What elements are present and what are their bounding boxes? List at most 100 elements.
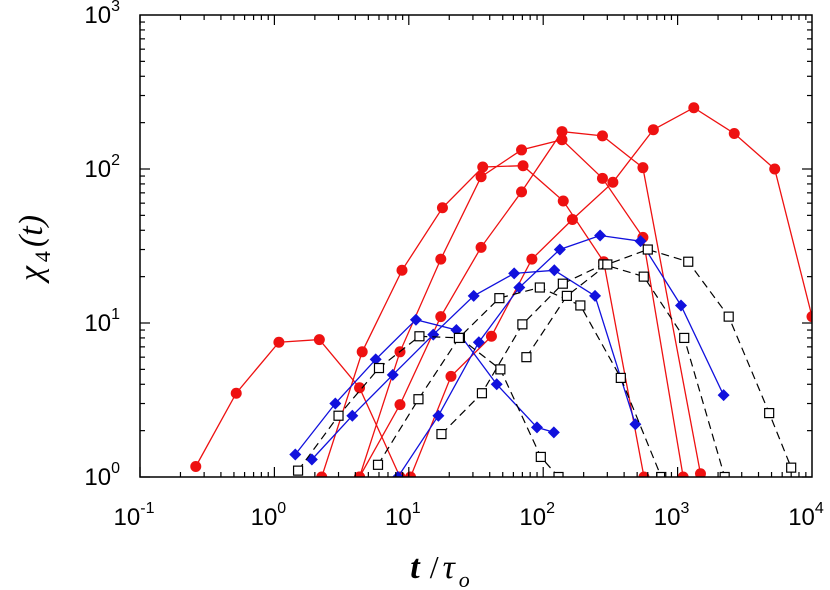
y-tick-label-exp: 1 — [111, 306, 120, 323]
data-point-black-2-5 — [575, 300, 586, 311]
data-point-blue-1-0 — [289, 448, 302, 461]
data-point-blue-3-3 — [513, 281, 526, 294]
series-blue-2 — [305, 264, 642, 466]
data-point-blue-1-2 — [369, 353, 382, 366]
y-axis-title-sub: 4 — [30, 251, 55, 262]
data-point-black-4-7 — [786, 462, 797, 473]
y-tick-label-exp: 0 — [111, 460, 120, 477]
data-point-red-3-2 — [435, 253, 447, 265]
x-tick-label-exp: 2 — [546, 500, 555, 517]
data-point-black-3-3 — [557, 278, 568, 289]
series-layer — [190, 102, 812, 477]
data-point-blue-3-4 — [553, 243, 566, 256]
data-point-black-1-6 — [535, 451, 546, 463]
data-point-black-3-2 — [517, 319, 528, 330]
data-point-black-3-6 — [679, 332, 690, 344]
data-point-blue-1-7 — [547, 426, 560, 439]
data-point-black-2-2 — [453, 332, 465, 344]
data-point-red-4-5 — [556, 126, 568, 138]
data-point-black-2-4 — [534, 282, 545, 293]
data-point-red-1-4 — [354, 382, 366, 394]
data-point-red-5-10 — [806, 311, 812, 323]
data-point-blue-2-5 — [508, 267, 521, 280]
y-tick-label-base: 10 — [84, 464, 111, 491]
data-point-black-1-5 — [495, 364, 506, 375]
data-point-red-4-8 — [694, 468, 706, 477]
data-point-blue-3-7 — [675, 299, 688, 312]
data-point-red-4-6 — [596, 130, 608, 142]
data-point-black-4-5 — [723, 311, 734, 322]
x-tick-label-4: 103 — [654, 500, 690, 531]
x-tick-label-base: 10 — [519, 504, 546, 531]
data-point-blue-2-8 — [629, 418, 642, 431]
data-point-red-5-9 — [769, 163, 781, 175]
data-point-blue-3-6 — [634, 235, 647, 248]
y-axis-title-chi: χ — [13, 265, 50, 284]
data-point-red-5-4 — [566, 213, 578, 225]
data-point-red-5-0 — [405, 471, 417, 477]
series-line-red-1 — [195, 338, 401, 477]
y-tick-label-0: 100 — [84, 460, 120, 491]
data-point-black-1-7 — [553, 471, 564, 477]
x-tick-label-1: 100 — [251, 500, 287, 531]
data-point-black-4-6 — [764, 407, 775, 419]
series-red-4 — [354, 126, 706, 477]
data-point-black-2-0 — [372, 459, 384, 470]
series-line-blue-1 — [294, 318, 554, 455]
data-point-red-5-1 — [445, 370, 457, 382]
series-black-3 — [436, 259, 730, 477]
x-tick-label-5: 104 — [788, 500, 824, 531]
data-point-blue-1-5 — [490, 378, 503, 391]
data-point-black-1-1 — [333, 410, 344, 421]
data-point-black-2-7 — [656, 471, 667, 477]
series-black-2 — [372, 282, 667, 477]
data-point-black-1-2 — [373, 362, 385, 374]
data-point-red-4-7 — [637, 162, 649, 174]
data-point-red-1-1 — [230, 387, 242, 399]
data-point-black-3-1 — [476, 388, 488, 399]
series-line-black-4 — [525, 248, 792, 468]
x-tick-label-exp: 4 — [815, 500, 824, 517]
data-point-red-5-3 — [526, 253, 538, 265]
plot-frame — [139, 14, 813, 478]
y-tick-label-exp: 2 — [111, 152, 120, 169]
data-point-red-5-2 — [485, 330, 497, 342]
series-line-black-3 — [441, 263, 726, 477]
x-axis-title-sub: o — [459, 567, 470, 590]
x-axis-title: t / τ o — [410, 549, 470, 590]
x-axis-title-slash: / — [430, 549, 439, 585]
data-point-red-4-2 — [435, 311, 447, 323]
x-tick-label-2: 101 — [385, 500, 421, 531]
series-line-blue-3 — [397, 234, 725, 477]
data-point-red-4-0 — [354, 471, 366, 477]
data-point-red-2-6 — [557, 195, 569, 207]
y-tick-label-base: 10 — [84, 2, 111, 29]
data-point-blue-3-8 — [717, 389, 730, 402]
data-point-red-5-6 — [647, 124, 659, 136]
data-point-red-1-2 — [273, 336, 285, 348]
data-point-black-1-3 — [414, 331, 425, 342]
x-tick-label-base: 10 — [385, 504, 412, 531]
y-axis-title-arg: (t) — [13, 215, 50, 247]
x-axis-title-t: t — [410, 549, 421, 586]
data-point-blue-1-6 — [530, 421, 543, 434]
data-point-red-4-1 — [394, 399, 406, 411]
y-tick-label-1: 101 — [84, 306, 120, 337]
data-point-red-5-7 — [688, 102, 700, 114]
data-point-blue-2-6 — [548, 264, 561, 277]
data-point-black-4-2 — [602, 259, 613, 270]
data-point-red-3-4 — [516, 144, 528, 156]
data-point-blue-2-7 — [589, 289, 602, 302]
x-tick-label-exp: 3 — [680, 500, 689, 517]
x-tick-label-exp: -1 — [140, 500, 154, 517]
data-point-black-3-5 — [638, 271, 649, 282]
x-tick-label-base: 10 — [251, 504, 278, 531]
series-line-red-2 — [321, 165, 645, 477]
data-point-blue-3-1 — [432, 409, 445, 422]
data-point-black-2-3 — [494, 293, 505, 304]
data-point-blue-2-3 — [427, 328, 440, 341]
data-point-black-3-0 — [436, 428, 447, 440]
series-blue-3 — [391, 229, 730, 477]
data-point-black-3-7 — [719, 471, 730, 477]
